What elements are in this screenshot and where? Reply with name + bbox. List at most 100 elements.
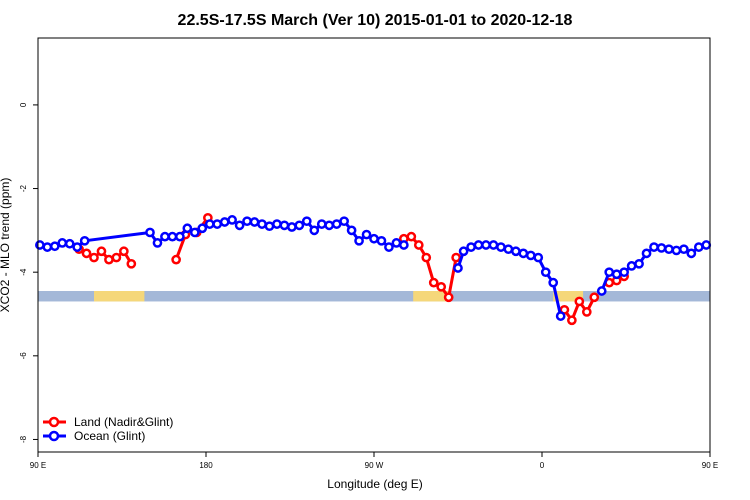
x-tick-label: 90 E [30, 461, 46, 470]
data-point [679, 244, 689, 255]
series-line [456, 243, 563, 317]
data-point [511, 246, 521, 257]
data-point [540, 267, 551, 278]
data-point [656, 243, 667, 253]
data-point [453, 263, 463, 273]
data-point [354, 235, 364, 246]
data-point [316, 219, 327, 229]
x-tick-label: 0 [540, 461, 545, 470]
y-tick-label: -4 [19, 268, 28, 276]
data-point [182, 223, 193, 234]
data-point [331, 219, 342, 229]
data-point [119, 246, 129, 257]
data-point [57, 238, 68, 248]
data-point [212, 219, 223, 229]
data-point [96, 246, 107, 257]
data-point [496, 242, 506, 252]
data-point [49, 241, 60, 252]
data-point [525, 250, 536, 261]
land-patch [553, 291, 584, 302]
data-point [664, 244, 674, 255]
data-point [79, 235, 90, 246]
data-point [264, 221, 275, 232]
data-point [641, 248, 652, 259]
y-axis-label: XCO2 - MLO trend (ppm) [0, 178, 12, 313]
data-point [686, 248, 697, 259]
data-point [503, 244, 514, 255]
data-point [384, 242, 394, 252]
data-point [145, 227, 155, 238]
data-point [376, 235, 387, 246]
surface-band [38, 291, 710, 302]
data-point [596, 286, 607, 296]
series-1 [35, 215, 712, 321]
data-point [272, 219, 282, 229]
data-point [548, 277, 559, 288]
data-point [473, 240, 484, 250]
data-point [219, 217, 230, 227]
data-point [324, 220, 335, 231]
x-axis-ticks: 90 E 180 90 W 0 90 E [30, 452, 718, 470]
data-point [451, 252, 461, 263]
data-point [421, 252, 432, 263]
legend: Land (Nadir&Glint) Ocean (Glint) [43, 415, 173, 443]
ocean-band [38, 291, 710, 302]
data-point [309, 225, 320, 236]
data-point [301, 216, 312, 227]
data-point [204, 219, 215, 229]
y-tick-label: 0 [19, 102, 28, 107]
data-point [234, 220, 245, 231]
y-tick-label: -8 [19, 435, 28, 443]
x-tick-label: 90 E [702, 461, 718, 470]
x-axis-label: Longitude (deg E) [327, 477, 422, 491]
data-point [64, 238, 75, 249]
series-layer [35, 212, 712, 326]
data-point [242, 216, 252, 227]
land-patch [94, 291, 145, 302]
data-point [160, 231, 170, 242]
data-point [574, 296, 585, 307]
data-point [518, 248, 529, 259]
data-point [279, 220, 290, 231]
data-point [391, 238, 402, 248]
data-point [555, 311, 566, 321]
data-point [488, 240, 499, 250]
y-tick-label: -6 [19, 352, 28, 360]
data-point [428, 277, 439, 288]
data-point [361, 229, 372, 240]
data-point [458, 246, 469, 257]
data-point [466, 242, 476, 252]
data-point [167, 231, 178, 242]
data-point [257, 219, 267, 229]
data-point [152, 238, 163, 248]
data-point [581, 307, 592, 317]
data-point [227, 215, 237, 225]
data-point [175, 231, 185, 242]
data-point [533, 252, 544, 263]
data-point [406, 231, 417, 242]
data-point [171, 254, 181, 265]
legend-ocean-marker [48, 430, 60, 442]
data-point [42, 242, 53, 252]
data-point [443, 292, 454, 303]
data-point [35, 240, 45, 250]
x-tick-label: 180 [199, 461, 213, 470]
data-point [197, 223, 208, 234]
data-point [604, 267, 615, 278]
data-point [399, 240, 409, 250]
data-point [287, 222, 297, 232]
data-point [249, 217, 260, 227]
data-point [72, 242, 83, 252]
land-patch [413, 291, 449, 302]
data-point [589, 292, 600, 303]
data-point [111, 252, 122, 263]
chart-title: 22.5S-17.5S March (Ver 10) 2015-01-01 to… [178, 12, 573, 29]
data-point [126, 258, 137, 269]
data-point [104, 254, 114, 265]
legend-land-marker [48, 416, 60, 428]
legend-land-label: Land (Nadir&Glint) [74, 415, 173, 429]
plot-frame [37, 37, 711, 453]
data-point [369, 233, 379, 244]
y-axis-ticks: 0 -2 -4 -6 -8 [19, 102, 38, 443]
